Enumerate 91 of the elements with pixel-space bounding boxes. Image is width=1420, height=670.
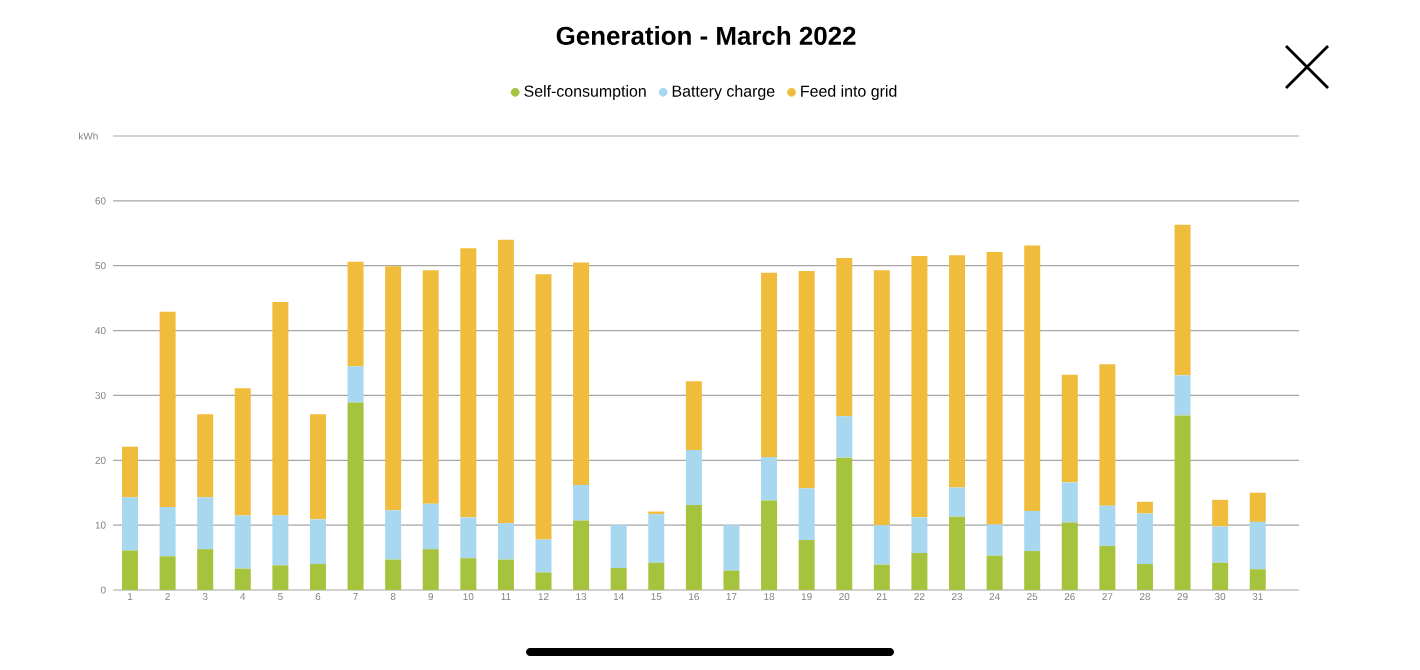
bar [610,567,627,590]
bar [422,270,439,504]
bar [573,262,590,485]
bar [761,500,778,590]
bar [1061,522,1078,590]
bar [535,539,552,573]
bar [1174,415,1191,590]
bar [159,556,176,590]
bar [949,487,966,517]
bar [836,457,853,590]
bar [836,416,853,458]
bar [1212,526,1229,563]
bar [610,525,627,568]
bar [197,414,214,498]
bar [1212,562,1229,590]
bar [685,449,702,506]
bar [836,257,853,417]
bar [122,550,138,590]
bar [347,366,364,403]
bar [422,503,439,550]
bar [159,506,176,557]
bar [535,572,552,590]
bar [159,311,176,507]
bar [497,239,514,524]
bar [460,517,477,559]
bar [986,555,1003,590]
bar [723,525,740,571]
bar [422,549,439,590]
bar [911,517,928,554]
bar [723,570,740,590]
bar [986,524,1003,556]
bar [685,505,702,590]
bar [385,559,402,590]
bar [347,402,364,590]
bar [1099,364,1116,506]
bar [798,488,815,541]
bar [309,564,326,590]
bar [873,525,890,565]
bar [798,270,815,489]
bar [1249,521,1266,570]
bar [309,519,326,565]
bar [949,516,966,590]
bar [197,497,214,550]
bar [1136,501,1153,514]
chart-title: Generation - March 2022 [556,25,856,45]
bar [122,497,138,551]
bar [234,515,251,569]
bar [873,270,890,526]
bar [272,515,289,566]
bar [1024,551,1041,590]
bar [197,549,214,590]
bar [949,255,966,488]
bar [798,540,815,590]
bar [986,252,1003,525]
bar [1249,492,1266,522]
bar [1061,482,1078,523]
bar [648,562,665,590]
bar [1249,569,1266,590]
bar [460,248,477,518]
bar [1099,505,1116,546]
bar [234,388,251,516]
bar [347,261,364,367]
bar [460,558,477,590]
bar [122,446,138,498]
bar [1136,513,1153,565]
bar [309,414,326,520]
bar [1212,499,1229,527]
bar [497,523,514,560]
bar [385,510,402,560]
bar [573,484,590,521]
bar [535,274,552,540]
bar [911,255,928,518]
bar [761,457,778,501]
bar [1174,375,1191,416]
bar [272,302,289,516]
bar [573,520,590,590]
bar [234,568,251,590]
bar [272,565,289,590]
bar [911,553,928,590]
bar [1099,545,1116,590]
bar [873,564,890,590]
bar [1024,510,1041,552]
bar [497,559,514,590]
bar [761,272,778,458]
bar [685,381,702,450]
bar [1174,224,1191,376]
bar [385,266,402,511]
bar [1024,245,1041,511]
bar [1061,374,1078,483]
bar [1136,564,1153,590]
bar [648,514,665,563]
